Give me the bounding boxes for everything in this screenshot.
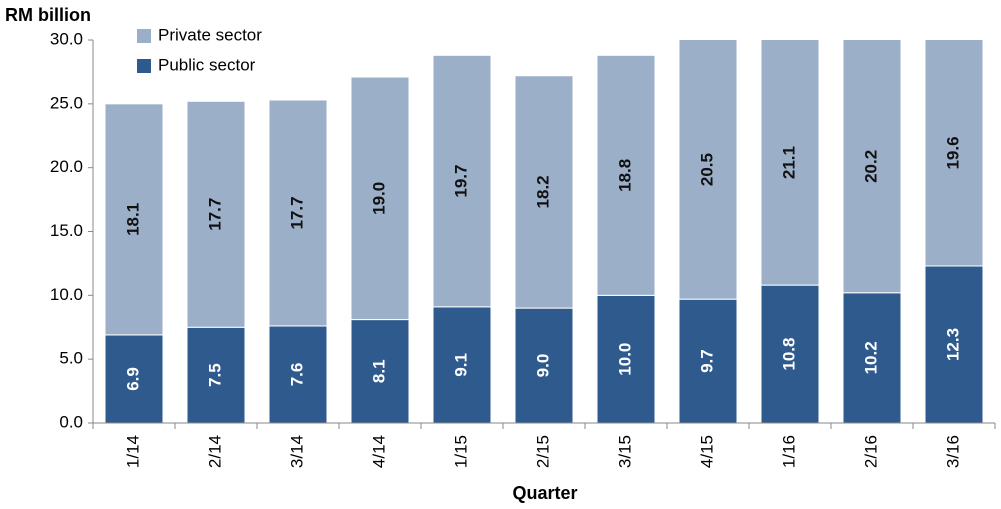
bar-segment (186, 100, 246, 328)
y-axis-title: RM billion (5, 5, 91, 25)
plot-area (104, 40, 984, 423)
value-label: 7.5 (205, 363, 224, 387)
y-tick-label: 10.0 (50, 285, 83, 304)
legend-swatch (137, 59, 151, 73)
bar-segment (924, 265, 984, 423)
x-tick-label: 1/15 (451, 435, 470, 468)
bar-segment (924, 40, 984, 267)
bar-segment (104, 103, 164, 336)
x-tick-label: 2/15 (533, 435, 552, 468)
x-tick-label: 4/14 (369, 435, 388, 468)
x-tick-label: 1/16 (779, 435, 798, 468)
value-label: 10.2 (861, 341, 880, 374)
bar-segment (842, 40, 902, 294)
x-tick-label: 2/14 (205, 435, 224, 468)
value-label: 18.2 (533, 175, 552, 208)
value-label: 19.6 (943, 136, 962, 169)
legend-swatch (137, 29, 151, 43)
y-tick-label: 0.0 (59, 412, 83, 431)
bar-segment (350, 76, 410, 321)
bar-segment (842, 292, 902, 423)
bar-segment (186, 326, 246, 423)
x-tick-label: 3/14 (287, 435, 306, 468)
bar-segment (596, 294, 656, 423)
bar-segment (760, 284, 820, 423)
legend-label: Public sector (158, 55, 256, 74)
value-label: 10.8 (779, 338, 798, 371)
legend-label: Private sector (158, 25, 262, 44)
value-label: 18.8 (615, 159, 634, 192)
value-label: 6.9 (123, 367, 142, 391)
bar-segment (678, 40, 738, 300)
x-axis-title: Quarter (512, 483, 577, 503)
x-tick-label: 3/16 (943, 435, 962, 468)
bar-segment (432, 306, 492, 423)
value-label: 9.7 (697, 349, 716, 373)
value-label: 18.1 (123, 203, 142, 236)
bar-segment (678, 298, 738, 423)
x-tick-label: 3/15 (615, 435, 634, 468)
value-label: 9.0 (533, 354, 552, 378)
bar-segment (432, 54, 492, 308)
bar-segment (514, 75, 574, 309)
value-label: 20.2 (861, 150, 880, 183)
value-label: 17.7 (205, 198, 224, 231)
value-label: 9.1 (451, 353, 470, 377)
bar-segment (760, 40, 820, 286)
bar-segment (268, 99, 328, 327)
value-label: 19.7 (451, 165, 470, 198)
y-tick-label: 25.0 (50, 93, 83, 112)
y-tick-label: 20.0 (50, 157, 83, 176)
value-label: 19.0 (369, 182, 388, 215)
x-tick-label: 1/14 (123, 435, 142, 468)
value-label: 21.1 (779, 146, 798, 179)
value-label: 20.5 (697, 153, 716, 186)
x-tick-label: 2/16 (861, 435, 880, 468)
value-label: 8.1 (369, 359, 388, 383)
y-tick-label: 5.0 (59, 349, 83, 368)
y-tick-label: 15.0 (50, 221, 83, 240)
y-tick-label: 30.0 (50, 29, 83, 48)
bar-segment (350, 319, 410, 423)
bar-segment (268, 325, 328, 423)
value-label: 12.3 (943, 328, 962, 361)
value-label: 7.6 (287, 363, 306, 387)
bar-segment (596, 54, 656, 296)
bar-segment (104, 334, 164, 423)
value-label: 17.7 (287, 196, 306, 229)
value-label: 10.0 (615, 343, 634, 376)
x-tick-label: 4/15 (697, 435, 716, 468)
